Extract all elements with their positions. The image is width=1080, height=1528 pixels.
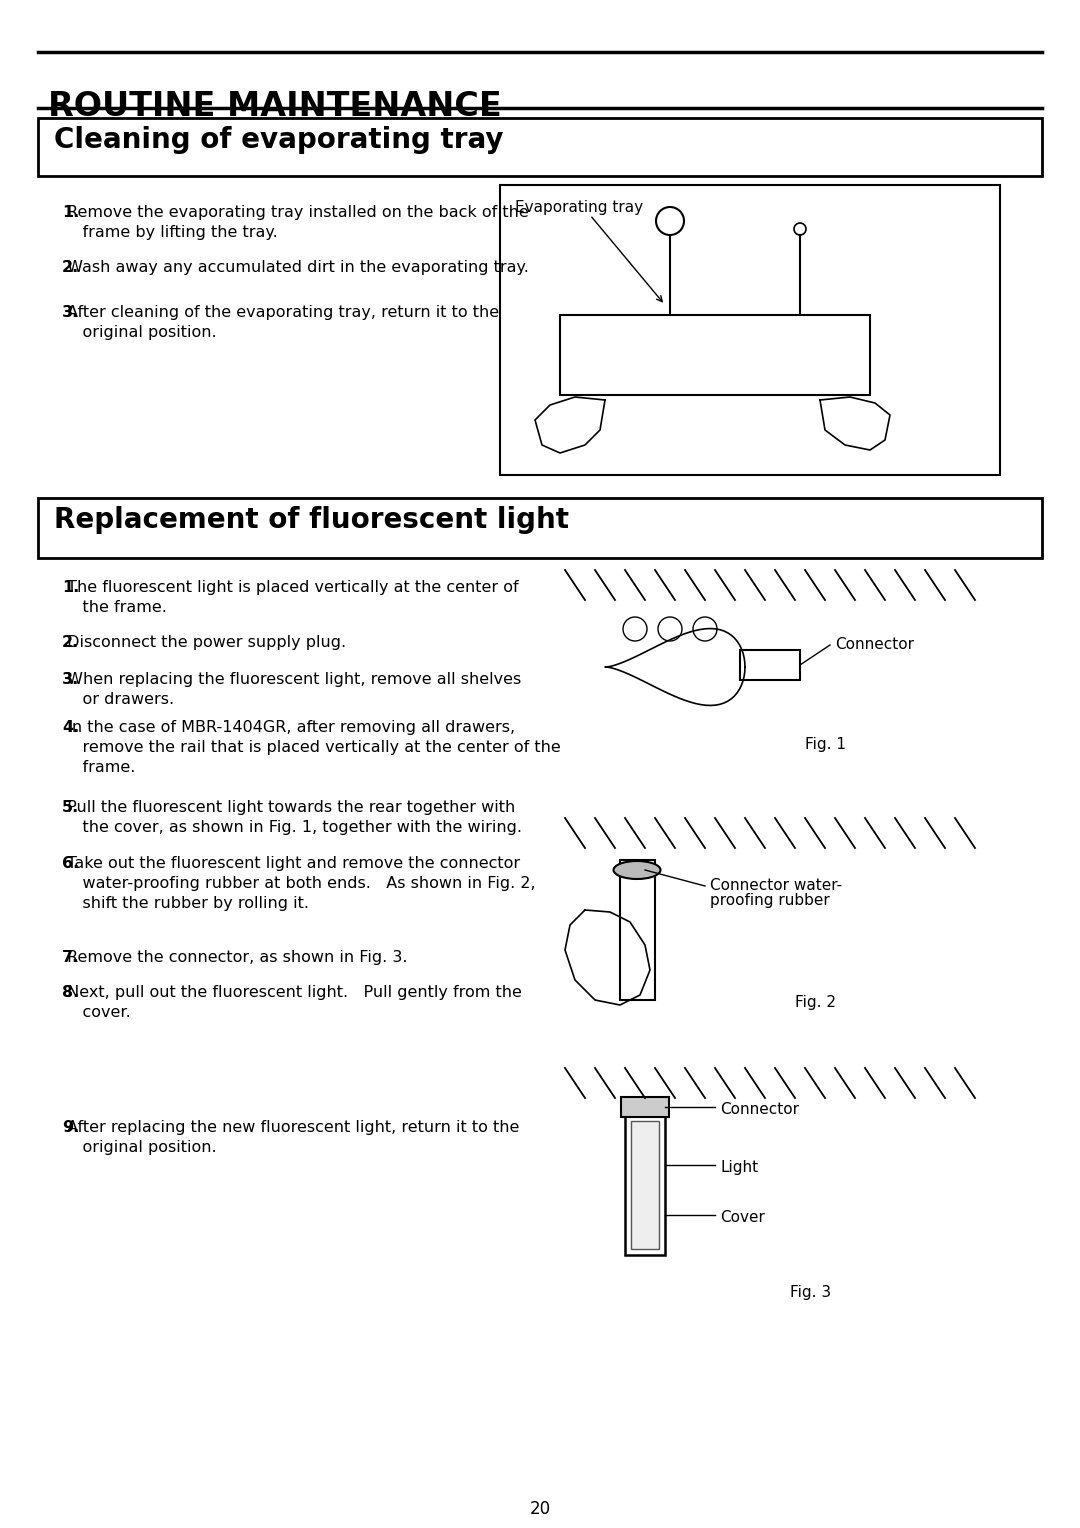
Bar — [500, 185, 1000, 475]
Bar — [561, 315, 870, 396]
Text: Connector: Connector — [835, 637, 914, 652]
Text: 1.: 1. — [62, 581, 79, 594]
Text: Remove the evaporating tray installed on the back of the
    frame by lifting th: Remove the evaporating tray installed on… — [62, 205, 529, 240]
Text: Fig. 1: Fig. 1 — [805, 736, 846, 752]
Text: After cleaning of the evaporating tray, return it to the
    original position.: After cleaning of the evaporating tray, … — [62, 306, 499, 339]
Ellipse shape — [613, 860, 661, 879]
Text: 1.: 1. — [62, 205, 79, 220]
Text: Light: Light — [720, 1160, 758, 1175]
Text: After replacing the new fluorescent light, return it to the
    original positio: After replacing the new fluorescent ligh… — [62, 1120, 519, 1155]
Text: Fig. 3: Fig. 3 — [789, 1285, 832, 1300]
Text: Fig. 2: Fig. 2 — [795, 995, 836, 1010]
Text: Cleaning of evaporating tray: Cleaning of evaporating tray — [54, 125, 503, 154]
Bar — [631, 1122, 659, 1248]
Bar — [38, 118, 1042, 176]
Text: 3.: 3. — [62, 672, 79, 688]
Text: proofing rubber: proofing rubber — [710, 892, 829, 908]
Text: Cover: Cover — [720, 1210, 765, 1225]
Text: Wash away any accumulated dirt in the evaporating tray.: Wash away any accumulated dirt in the ev… — [62, 260, 529, 275]
Text: 3.: 3. — [62, 306, 79, 319]
Text: 2.: 2. — [62, 636, 79, 649]
Text: 7.: 7. — [62, 950, 79, 966]
Bar — [620, 860, 654, 999]
Text: When replacing the fluorescent light, remove all shelves
    or drawers.: When replacing the fluorescent light, re… — [62, 672, 522, 707]
Text: Pull the fluorescent light towards the rear together with
    the cover, as show: Pull the fluorescent light towards the r… — [62, 801, 522, 834]
Bar — [625, 1115, 665, 1254]
Text: Remove the connector, as shown in Fig. 3.: Remove the connector, as shown in Fig. 3… — [62, 950, 407, 966]
Text: ROUTINE MAINTENANCE: ROUTINE MAINTENANCE — [48, 90, 502, 122]
Text: 8.: 8. — [62, 986, 79, 999]
Text: In the case of MBR-1404GR, after removing all drawers,
    remove the rail that : In the case of MBR-1404GR, after removin… — [62, 720, 561, 775]
Bar — [621, 1097, 669, 1117]
Bar — [38, 498, 1042, 558]
Text: Next, pull out the fluorescent light.   Pull gently from the
    cover.: Next, pull out the fluorescent light. Pu… — [62, 986, 522, 1019]
Text: Evaporating tray: Evaporating tray — [515, 200, 643, 215]
Text: Take out the fluorescent light and remove the connector
    water-proofing rubbe: Take out the fluorescent light and remov… — [62, 856, 536, 911]
Text: 20: 20 — [529, 1500, 551, 1517]
Text: Connector water-: Connector water- — [710, 879, 842, 892]
Text: Disconnect the power supply plug.: Disconnect the power supply plug. — [62, 636, 346, 649]
Text: 9.: 9. — [62, 1120, 79, 1135]
Text: Replacement of fluorescent light: Replacement of fluorescent light — [54, 506, 569, 533]
Circle shape — [656, 206, 684, 235]
Text: 4.: 4. — [62, 720, 79, 735]
Text: Connector: Connector — [720, 1102, 799, 1117]
Text: 2.: 2. — [62, 260, 79, 275]
Bar — [740, 649, 800, 680]
Text: The fluorescent light is placed vertically at the center of
    the frame.: The fluorescent light is placed vertical… — [62, 581, 518, 614]
Text: 5.: 5. — [62, 801, 79, 814]
Text: 6.: 6. — [62, 856, 79, 871]
